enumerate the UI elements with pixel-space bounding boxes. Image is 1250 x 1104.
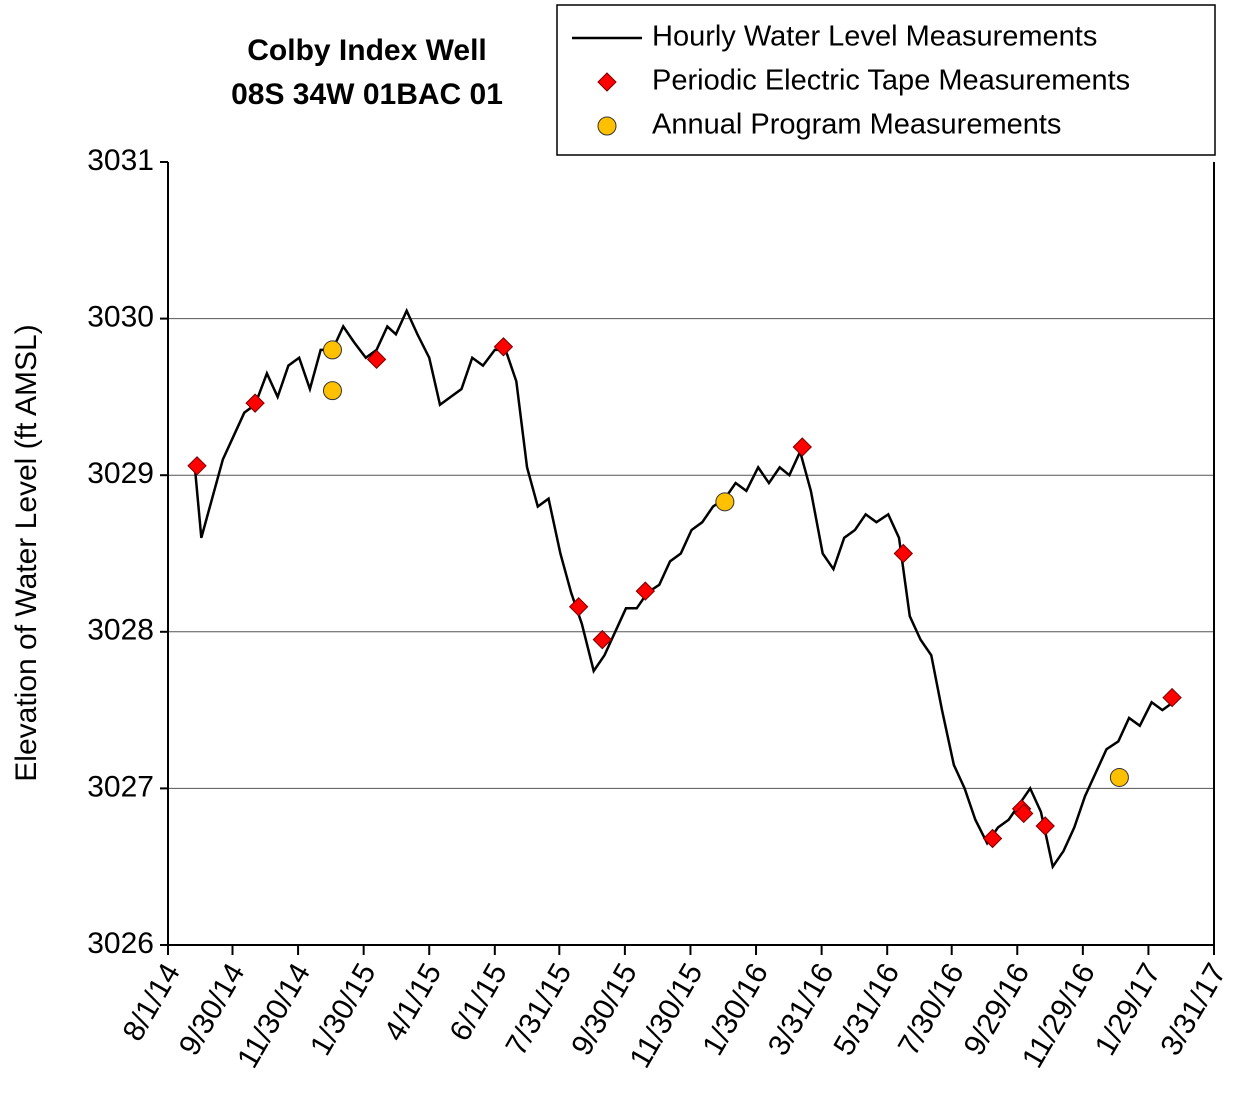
axis-frame <box>167 162 1215 946</box>
diamond-marker <box>792 437 812 457</box>
legend-label: Hourly Water Level Measurements <box>652 21 1097 53</box>
x-tick-label: 8/1/14 <box>117 958 187 1047</box>
diamond-marker <box>366 349 387 370</box>
y-tick-label: 3028 <box>87 614 154 647</box>
circle-marker <box>715 492 735 512</box>
circle-marker <box>322 340 342 360</box>
diamond-marker <box>893 543 914 564</box>
x-tick-label: 1/30/15 <box>304 958 383 1061</box>
y-tick-label: 3030 <box>87 301 154 334</box>
diamond-marker <box>245 393 265 413</box>
legend-box <box>556 4 1216 156</box>
y-tick-label: 3027 <box>87 770 154 803</box>
chart-subtitle: 08S 34W 01BAC 01 <box>231 78 503 111</box>
circle-marker <box>322 381 342 401</box>
diamond-marker <box>592 629 613 650</box>
x-tick-label: 3/31/17 <box>1154 958 1233 1061</box>
water-level-line <box>193 307 1174 870</box>
y-tick-label: 3026 <box>87 927 154 960</box>
x-tick-label: 6/1/15 <box>443 958 513 1047</box>
chart-title: Colby Index Well <box>247 34 487 67</box>
legend-label: Periodic Electric Tape Measurements <box>652 65 1130 97</box>
circle-marker <box>1109 767 1129 787</box>
legend-marker <box>597 116 617 136</box>
diamond-marker <box>635 581 656 601</box>
y-tick-label: 3031 <box>87 144 154 177</box>
x-tick-label: 4/1/15 <box>378 958 448 1047</box>
diamond-marker <box>982 828 1003 849</box>
diamond-marker <box>1162 687 1182 708</box>
diamond-marker <box>493 337 514 357</box>
y-tick-label: 3029 <box>87 457 154 490</box>
y-axis-label: Elevation of Water Level (ft AMSL) <box>10 324 43 781</box>
diamond-marker <box>1014 803 1034 824</box>
legend-marker <box>597 72 617 92</box>
diamond-marker <box>187 456 207 476</box>
legend-label: Annual Program Measurements <box>652 109 1061 141</box>
diamond-marker <box>1035 816 1055 836</box>
diamond-marker <box>568 597 589 617</box>
